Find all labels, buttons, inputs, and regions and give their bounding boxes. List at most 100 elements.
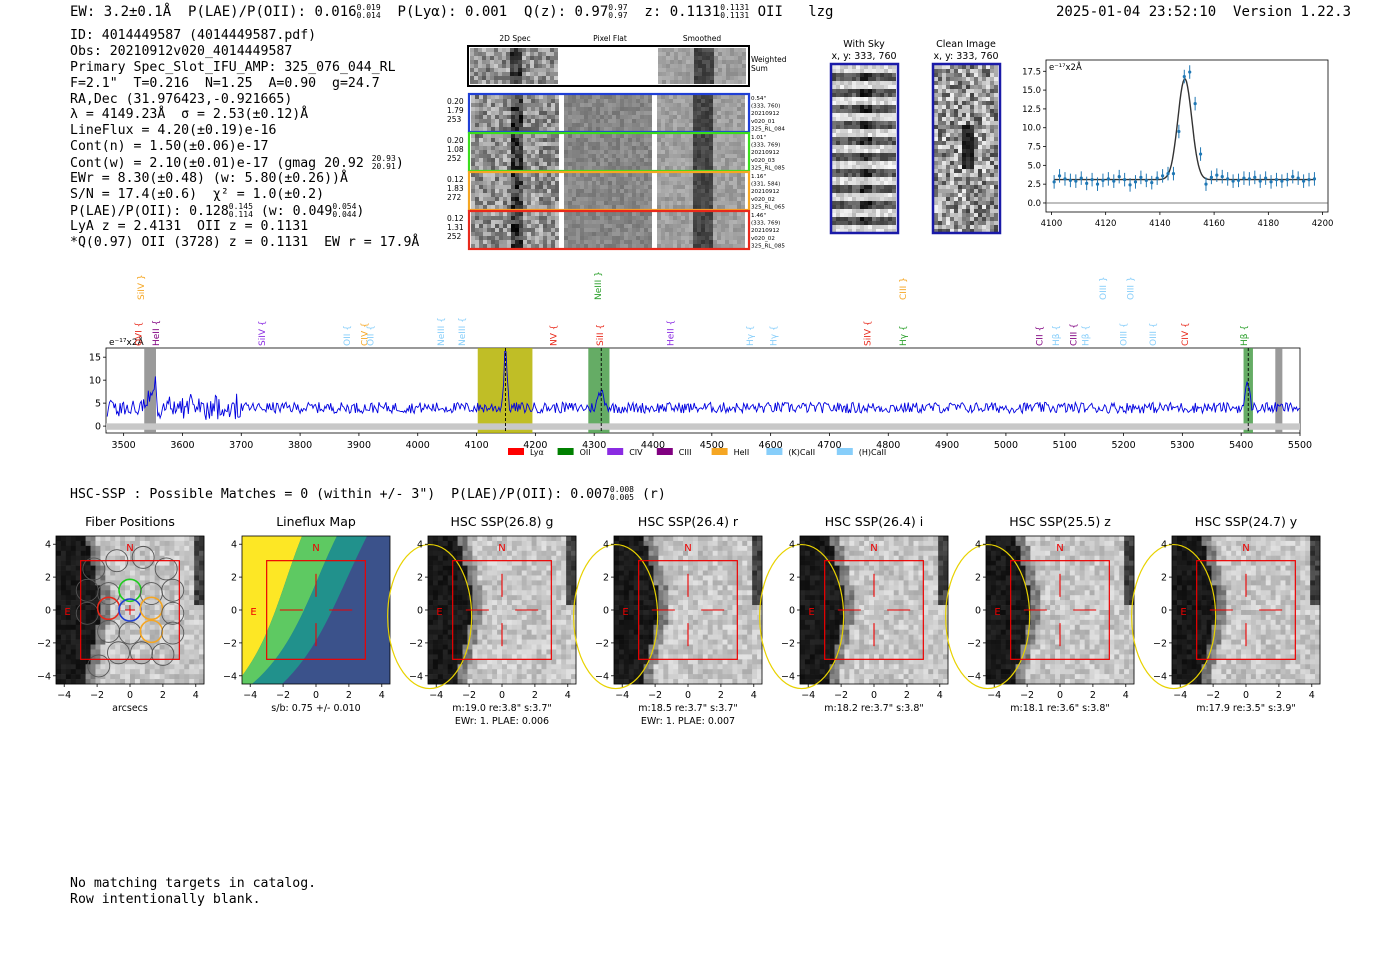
pixel — [725, 127, 729, 131]
pixel — [539, 236, 543, 240]
pixel — [705, 197, 709, 201]
pixel — [666, 60, 670, 64]
pixel — [721, 99, 725, 103]
pixel — [628, 142, 632, 146]
pixel — [698, 68, 702, 72]
pixel — [199, 565, 205, 571]
pixel — [539, 224, 543, 228]
pixel — [994, 213, 998, 217]
pixel — [139, 619, 146, 626]
pixel — [564, 205, 568, 209]
emission-line-label: CIV { — [1181, 322, 1191, 346]
pixel — [698, 60, 702, 64]
pixel — [946, 201, 950, 205]
pixel — [199, 550, 205, 557]
pixel — [490, 56, 494, 60]
pixel — [130, 570, 136, 576]
pixel — [848, 125, 852, 129]
pixel — [475, 236, 479, 240]
pixel — [503, 123, 507, 127]
pixel — [636, 99, 640, 103]
pixel — [868, 117, 872, 121]
pixel — [628, 236, 632, 240]
pixel — [65, 580, 72, 586]
pixel — [706, 48, 710, 52]
pixel — [596, 99, 600, 103]
pixel — [852, 141, 856, 145]
pixel — [640, 166, 644, 170]
pixel — [840, 157, 844, 161]
pixel — [487, 240, 491, 244]
pixel — [194, 565, 200, 571]
pixel — [608, 134, 612, 138]
pixel — [515, 205, 519, 209]
pixel — [697, 142, 701, 146]
pixel — [958, 137, 962, 141]
pixel — [880, 169, 884, 173]
pixel — [662, 56, 666, 60]
pixel — [844, 101, 848, 105]
pixel — [994, 161, 998, 165]
pixel — [555, 220, 559, 224]
pixel — [685, 216, 689, 220]
pixel — [737, 158, 741, 162]
x-tick-label: 5200 — [1111, 440, 1135, 451]
pixel — [164, 575, 170, 581]
pixel — [487, 99, 491, 103]
pixel — [568, 150, 572, 154]
pixel — [498, 52, 502, 56]
pixel — [872, 129, 876, 133]
pixel — [149, 540, 155, 547]
pixel — [701, 95, 705, 99]
pixel — [938, 121, 942, 125]
pixel — [139, 605, 146, 611]
pixel — [624, 111, 628, 115]
pixel — [665, 236, 669, 240]
pixel — [721, 236, 725, 240]
pixel — [494, 68, 498, 72]
pixel — [507, 127, 511, 131]
pixel — [848, 121, 852, 125]
pixel — [479, 232, 483, 236]
pixel — [530, 80, 534, 84]
pixel — [100, 624, 106, 631]
pixel — [475, 95, 479, 99]
pixel — [491, 162, 495, 166]
pixel — [596, 158, 600, 162]
pixel — [681, 95, 685, 99]
pixel — [665, 138, 669, 142]
pixel — [840, 121, 844, 125]
pixel — [888, 129, 892, 133]
pixel — [686, 68, 690, 72]
pixel — [986, 141, 990, 145]
pixel — [974, 209, 978, 213]
pixel — [717, 166, 721, 170]
pixel — [686, 76, 690, 80]
pixel — [832, 97, 836, 101]
pixel — [685, 158, 689, 162]
pixel — [868, 177, 872, 181]
pixel — [547, 166, 551, 170]
pixel — [689, 103, 693, 107]
pixel — [105, 614, 111, 621]
pixel — [848, 169, 852, 173]
pixel — [519, 185, 523, 189]
pixel — [714, 64, 718, 68]
pixel — [636, 134, 640, 138]
pixel — [970, 141, 974, 145]
pixel — [125, 610, 131, 616]
pixel — [669, 185, 673, 189]
pixel — [539, 173, 543, 177]
pixel — [848, 201, 852, 205]
pixel — [836, 213, 840, 217]
pixel — [510, 80, 514, 84]
pixel — [880, 93, 884, 97]
pixel — [576, 189, 580, 193]
pixel — [199, 600, 205, 606]
pixel — [495, 228, 499, 232]
pixel — [596, 115, 600, 119]
pixel — [697, 216, 701, 220]
pixel — [872, 137, 876, 141]
pixel — [90, 610, 96, 616]
pixel — [665, 185, 669, 189]
